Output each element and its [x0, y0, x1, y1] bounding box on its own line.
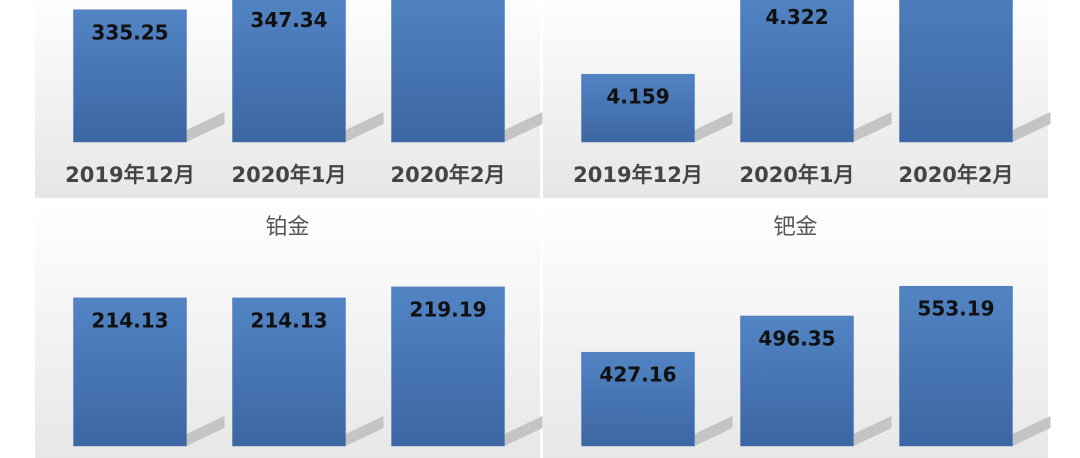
bar-shadow — [504, 112, 543, 142]
bar — [581, 351, 695, 447]
bar-shadow — [345, 416, 384, 446]
value-label: 347.34 — [250, 8, 327, 32]
value-label: 496.35 — [758, 326, 835, 350]
bar-shadow — [1012, 112, 1051, 142]
x-tick-label: 2019年12月 — [65, 163, 195, 187]
chart: 铂金 214.13 214.13 219.19 — [35, 201, 543, 458]
value-label: 214.13 — [91, 308, 168, 332]
value-label: 335.25 — [91, 20, 168, 44]
value-label: 4.322 — [765, 5, 828, 29]
bar-shadow — [853, 416, 892, 446]
bar-shadow — [694, 416, 733, 446]
bar-shadow — [1012, 416, 1051, 446]
value-label: 219.19 — [409, 297, 486, 321]
chart: 335.25 2019年12月 347.34 2020年1月 2020年2月 — [35, 0, 543, 198]
bar — [73, 297, 187, 447]
x-tick-label: 2020年1月 — [739, 163, 854, 187]
bar — [232, 297, 346, 447]
chart: 4.159 2019年12月 4.322 2020年1月 2020年2月 — [543, 0, 1051, 198]
bar — [391, 0, 505, 143]
bar — [391, 286, 505, 447]
bar — [73, 9, 187, 143]
bar — [232, 0, 346, 143]
bar-shadow — [186, 416, 225, 446]
value-label: 427.16 — [599, 363, 676, 387]
value-label: 214.13 — [250, 308, 327, 332]
bar — [740, 0, 854, 143]
bar — [581, 73, 695, 143]
value-label: 553.19 — [917, 297, 994, 321]
x-tick-label: 2020年2月 — [390, 163, 505, 187]
bar-shadow — [504, 416, 543, 446]
bar — [899, 0, 1013, 143]
x-tick-label: 2020年2月 — [898, 163, 1013, 187]
bar-shadow — [345, 112, 384, 142]
bar-shadow — [186, 112, 225, 142]
bar — [740, 315, 854, 447]
value-label: 4.159 — [606, 85, 669, 109]
chart-title: 钯金 — [773, 215, 817, 240]
chart-title: 铂金 — [265, 215, 309, 240]
bar-shadow — [853, 112, 892, 142]
bar-shadow — [694, 112, 733, 142]
x-tick-label: 2020年1月 — [231, 163, 346, 187]
chart: 钯金 427.16 496.35 553.19 — [543, 201, 1051, 458]
bar — [899, 285, 1013, 447]
x-tick-label: 2019年12月 — [573, 163, 703, 187]
